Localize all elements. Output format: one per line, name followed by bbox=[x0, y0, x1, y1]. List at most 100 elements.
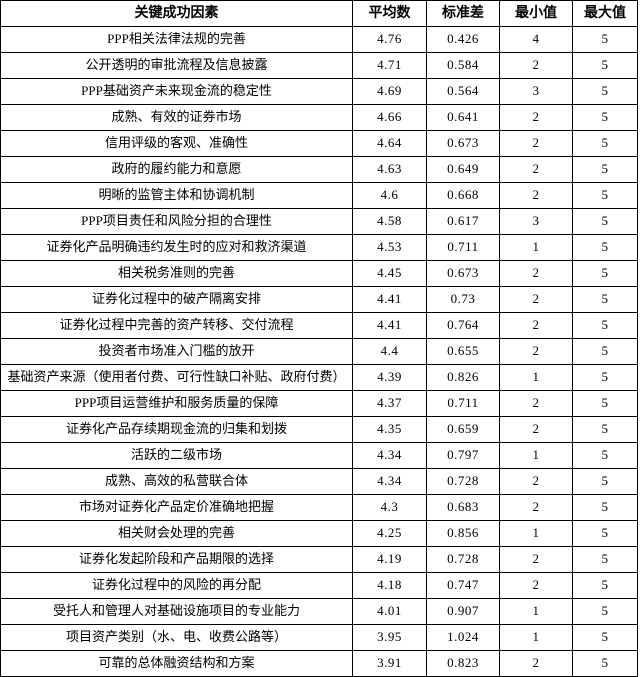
factor-cell: 投资者市场准入门槛的放开 bbox=[0, 338, 353, 365]
max-cell: 5 bbox=[572, 364, 638, 391]
table-row: 证券化发起阶段和产品期限的选择 4.19 0.728 2 5 bbox=[0, 546, 638, 573]
max-cell: 5 bbox=[572, 130, 638, 157]
table-row: 信用评级的客观、准确性 4.64 0.673 2 5 bbox=[0, 130, 638, 157]
factor-cell: PPP项目责任和风险分担的合理性 bbox=[0, 208, 353, 235]
std-cell: 0.668 bbox=[426, 182, 500, 209]
mean-cell: 4.53 bbox=[352, 234, 427, 261]
max-cell: 5 bbox=[572, 468, 638, 495]
mean-cell: 4.37 bbox=[352, 390, 427, 417]
min-cell: 1 bbox=[499, 442, 573, 469]
table-row: 项目资产类别（水、电、收费公路等） 3.95 1.024 1 5 bbox=[0, 624, 638, 651]
factor-cell: 明晰的监管主体和协调机制 bbox=[0, 182, 353, 209]
mean-cell: 3.91 bbox=[352, 650, 427, 677]
max-cell: 5 bbox=[572, 234, 638, 261]
min-cell: 2 bbox=[499, 572, 573, 599]
std-cell: 0.728 bbox=[426, 468, 500, 495]
std-cell: 0.764 bbox=[426, 312, 500, 339]
table-row: 证券化产品明确违约发生时的应对和救济渠道 4.53 0.711 1 5 bbox=[0, 234, 638, 261]
std-cell: 0.673 bbox=[426, 130, 500, 157]
header-row: 关键成功因素 平均数 标准差 最小值 最大值 bbox=[0, 0, 638, 27]
mean-cell: 4.66 bbox=[352, 104, 427, 131]
table-row: 相关税务准则的完善 4.45 0.673 2 5 bbox=[0, 260, 638, 287]
min-cell: 2 bbox=[499, 312, 573, 339]
header-std: 标准差 bbox=[426, 0, 500, 27]
max-cell: 5 bbox=[572, 598, 638, 625]
std-cell: 0.649 bbox=[426, 156, 500, 183]
std-cell: 0.673 bbox=[426, 260, 500, 287]
table-row: PPP项目责任和风险分担的合理性 4.58 0.617 3 5 bbox=[0, 208, 638, 235]
mean-cell: 4.18 bbox=[352, 572, 427, 599]
min-cell: 3 bbox=[499, 78, 573, 105]
table-row: 证券化产品存续期现金流的归集和划拨 4.35 0.659 2 5 bbox=[0, 416, 638, 443]
max-cell: 5 bbox=[572, 442, 638, 469]
min-cell: 2 bbox=[499, 156, 573, 183]
mean-cell: 4.41 bbox=[352, 312, 427, 339]
max-cell: 5 bbox=[572, 416, 638, 443]
factor-cell: 市场对证券化产品定价准确地把握 bbox=[0, 494, 353, 521]
table-row: PPP项目运营维护和服务质量的保障 4.37 0.711 2 5 bbox=[0, 390, 638, 417]
header-max: 最大值 bbox=[572, 0, 638, 27]
factor-cell: 成熟、有效的证券市场 bbox=[0, 104, 353, 131]
max-cell: 5 bbox=[572, 312, 638, 339]
mean-cell: 4.64 bbox=[352, 130, 427, 157]
std-cell: 0.655 bbox=[426, 338, 500, 365]
header-min: 最小值 bbox=[499, 0, 573, 27]
factor-cell: PPP相关法律法规的完善 bbox=[0, 26, 353, 53]
table-row: 市场对证券化产品定价准确地把握 4.3 0.683 2 5 bbox=[0, 494, 638, 521]
min-cell: 2 bbox=[499, 416, 573, 443]
factor-cell: 基础资产来源（使用者付费、可行性缺口补贴、政府付费） bbox=[0, 364, 353, 391]
factor-cell: 证券化过程中的破产隔离安排 bbox=[0, 286, 353, 313]
mean-cell: 4.35 bbox=[352, 416, 427, 443]
max-cell: 5 bbox=[572, 650, 638, 677]
min-cell: 1 bbox=[499, 364, 573, 391]
factor-cell: 成熟、高效的私营联合体 bbox=[0, 468, 353, 495]
factor-cell: 信用评级的客观、准确性 bbox=[0, 130, 353, 157]
std-cell: 0.564 bbox=[426, 78, 500, 105]
min-cell: 1 bbox=[499, 598, 573, 625]
table-row: 受托人和管理人对基础设施项目的专业能力 4.01 0.907 1 5 bbox=[0, 598, 638, 625]
std-cell: 0.826 bbox=[426, 364, 500, 391]
max-cell: 5 bbox=[572, 338, 638, 365]
max-cell: 5 bbox=[572, 624, 638, 651]
table-row: 证券化过程中完善的资产转移、交付流程 4.41 0.764 2 5 bbox=[0, 312, 638, 339]
max-cell: 5 bbox=[572, 156, 638, 183]
max-cell: 5 bbox=[572, 546, 638, 573]
min-cell: 2 bbox=[499, 130, 573, 157]
table-row: 成熟、高效的私营联合体 4.34 0.728 2 5 bbox=[0, 468, 638, 495]
min-cell: 2 bbox=[499, 390, 573, 417]
std-cell: 0.659 bbox=[426, 416, 500, 443]
mean-cell: 4.25 bbox=[352, 520, 427, 547]
max-cell: 5 bbox=[572, 572, 638, 599]
table-row: 公开透明的审批流程及信息披露 4.71 0.584 2 5 bbox=[0, 52, 638, 79]
max-cell: 5 bbox=[572, 390, 638, 417]
factor-cell: 可靠的总体融资结构和方案 bbox=[0, 650, 353, 677]
max-cell: 5 bbox=[572, 520, 638, 547]
factor-cell: 证券化发起阶段和产品期限的选择 bbox=[0, 546, 353, 573]
std-cell: 0.641 bbox=[426, 104, 500, 131]
min-cell: 2 bbox=[499, 650, 573, 677]
std-cell: 0.584 bbox=[426, 52, 500, 79]
std-cell: 0.73 bbox=[426, 286, 500, 313]
max-cell: 5 bbox=[572, 182, 638, 209]
table-row: 明晰的监管主体和协调机制 4.6 0.668 2 5 bbox=[0, 182, 638, 209]
table-row: PPP基础资产未来现金流的稳定性 4.69 0.564 3 5 bbox=[0, 78, 638, 105]
mean-cell: 4.76 bbox=[352, 26, 427, 53]
factor-cell: 证券化产品存续期现金流的归集和划拨 bbox=[0, 416, 353, 443]
mean-cell: 4.69 bbox=[352, 78, 427, 105]
mean-cell: 4.4 bbox=[352, 338, 427, 365]
mean-cell: 4.01 bbox=[352, 598, 427, 625]
table-body: PPP相关法律法规的完善 4.76 0.426 4 5 公开透明的审批流程及信息披露 4.7… bbox=[0, 26, 638, 677]
std-cell: 0.711 bbox=[426, 390, 500, 417]
min-cell: 3 bbox=[499, 208, 573, 235]
min-cell: 2 bbox=[499, 286, 573, 313]
factor-cell: 证券化产品明确违约发生时的应对和救济渠道 bbox=[0, 234, 353, 261]
table-row: 基础资产来源（使用者付费、可行性缺口补贴、政府付费） 4.39 0.826 1 5 bbox=[0, 364, 638, 391]
std-cell: 0.711 bbox=[426, 234, 500, 261]
mean-cell: 4.19 bbox=[352, 546, 427, 573]
max-cell: 5 bbox=[572, 208, 638, 235]
factor-cell: 证券化过程中完善的资产转移、交付流程 bbox=[0, 312, 353, 339]
header-mean: 平均数 bbox=[352, 0, 427, 27]
table-row: 成熟、有效的证券市场 4.66 0.641 2 5 bbox=[0, 104, 638, 131]
table-row: 相关财会处理的完善 4.25 0.856 1 5 bbox=[0, 520, 638, 547]
